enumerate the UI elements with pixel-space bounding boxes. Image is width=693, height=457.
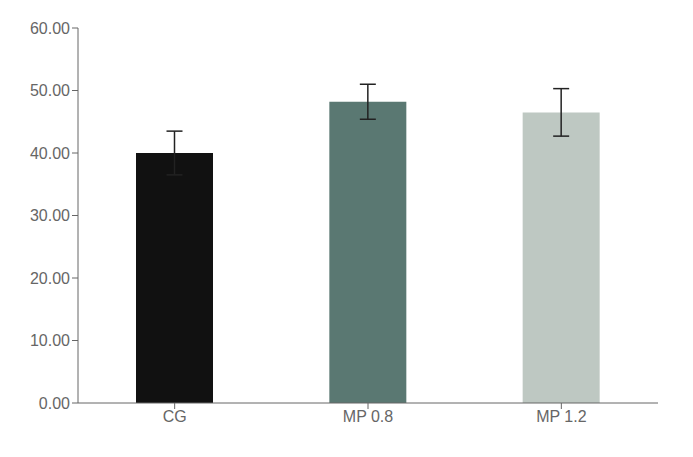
svg-text:40.00: 40.00 (30, 145, 70, 162)
svg-text:50.00: 50.00 (30, 82, 70, 99)
svg-text:60.00: 60.00 (30, 20, 70, 37)
svg-text:MP 1.2: MP 1.2 (536, 408, 587, 425)
svg-text:30.00: 30.00 (30, 207, 70, 224)
svg-text:20.00: 20.00 (30, 270, 70, 287)
svg-text:10.00: 10.00 (30, 332, 70, 349)
svg-text:0.00: 0.00 (39, 395, 70, 412)
svg-text:MP 0.8: MP 0.8 (343, 408, 394, 425)
svg-text:CG: CG (163, 408, 187, 425)
